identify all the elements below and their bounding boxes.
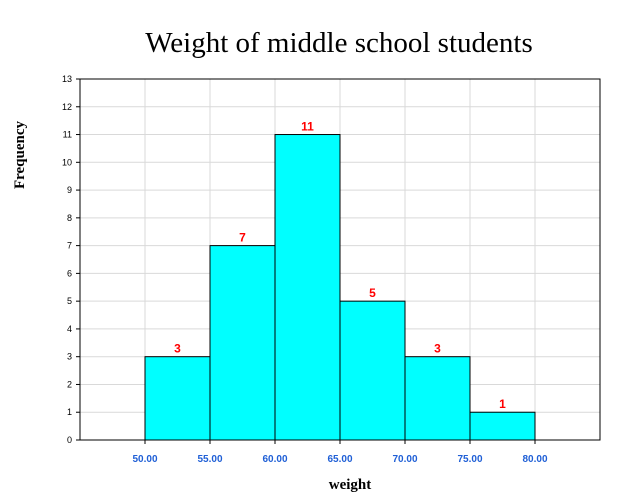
y-tick-label-4: 4 bbox=[67, 324, 72, 334]
data-label-0: 3 bbox=[174, 342, 181, 356]
y-tick-label-13: 13 bbox=[62, 74, 72, 84]
data-labels: 3 7 11 5 3 1 bbox=[174, 120, 506, 412]
data-label-5: 1 bbox=[499, 397, 506, 411]
x-axis-ticks: 50.00 55.00 60.00 65.00 70.00 75.00 80.00 bbox=[132, 440, 548, 465]
chart-title: Weight of middle school students bbox=[145, 27, 533, 59]
bar-1 bbox=[209, 245, 276, 441]
x-tick-label-5: 75.00 bbox=[457, 454, 482, 465]
bar-3 bbox=[339, 300, 406, 441]
y-tick-label-1: 1 bbox=[67, 407, 72, 417]
y-tick-label-2: 2 bbox=[67, 379, 72, 389]
data-label-2: 11 bbox=[301, 120, 314, 134]
data-label-4: 3 bbox=[434, 342, 441, 356]
y-tick-label-10: 10 bbox=[62, 157, 72, 167]
data-label-1: 7 bbox=[239, 231, 246, 245]
bar-2 bbox=[274, 134, 341, 441]
x-tick-label-2: 60.00 bbox=[262, 454, 287, 465]
y-tick-label-9: 9 bbox=[67, 185, 72, 195]
y-tick-label-6: 6 bbox=[67, 268, 72, 278]
y-tick-label-11: 11 bbox=[63, 130, 72, 140]
y-tick-label-0: 0 bbox=[67, 435, 72, 445]
x-tick-label-6: 80.00 bbox=[522, 454, 547, 465]
bars bbox=[144, 134, 536, 441]
bar-0 bbox=[144, 356, 211, 441]
y-tick-label-8: 8 bbox=[67, 213, 72, 223]
y-axis-title: Frequency bbox=[12, 120, 28, 189]
x-tick-label-1: 55.00 bbox=[197, 454, 222, 465]
bar-4 bbox=[404, 356, 471, 441]
y-tick-label-12: 12 bbox=[62, 102, 72, 112]
x-tick-label-3: 65.00 bbox=[327, 454, 352, 465]
y-tick-label-7: 7 bbox=[67, 241, 72, 251]
x-tick-label-0: 50.00 bbox=[132, 454, 157, 465]
x-tick-label-4: 70.00 bbox=[392, 454, 417, 465]
bar-5 bbox=[469, 411, 536, 441]
x-axis-title: weight bbox=[329, 477, 372, 493]
data-label-3: 5 bbox=[369, 286, 376, 300]
y-tick-label-5: 5 bbox=[67, 296, 72, 306]
y-tick-label-3: 3 bbox=[67, 352, 72, 362]
